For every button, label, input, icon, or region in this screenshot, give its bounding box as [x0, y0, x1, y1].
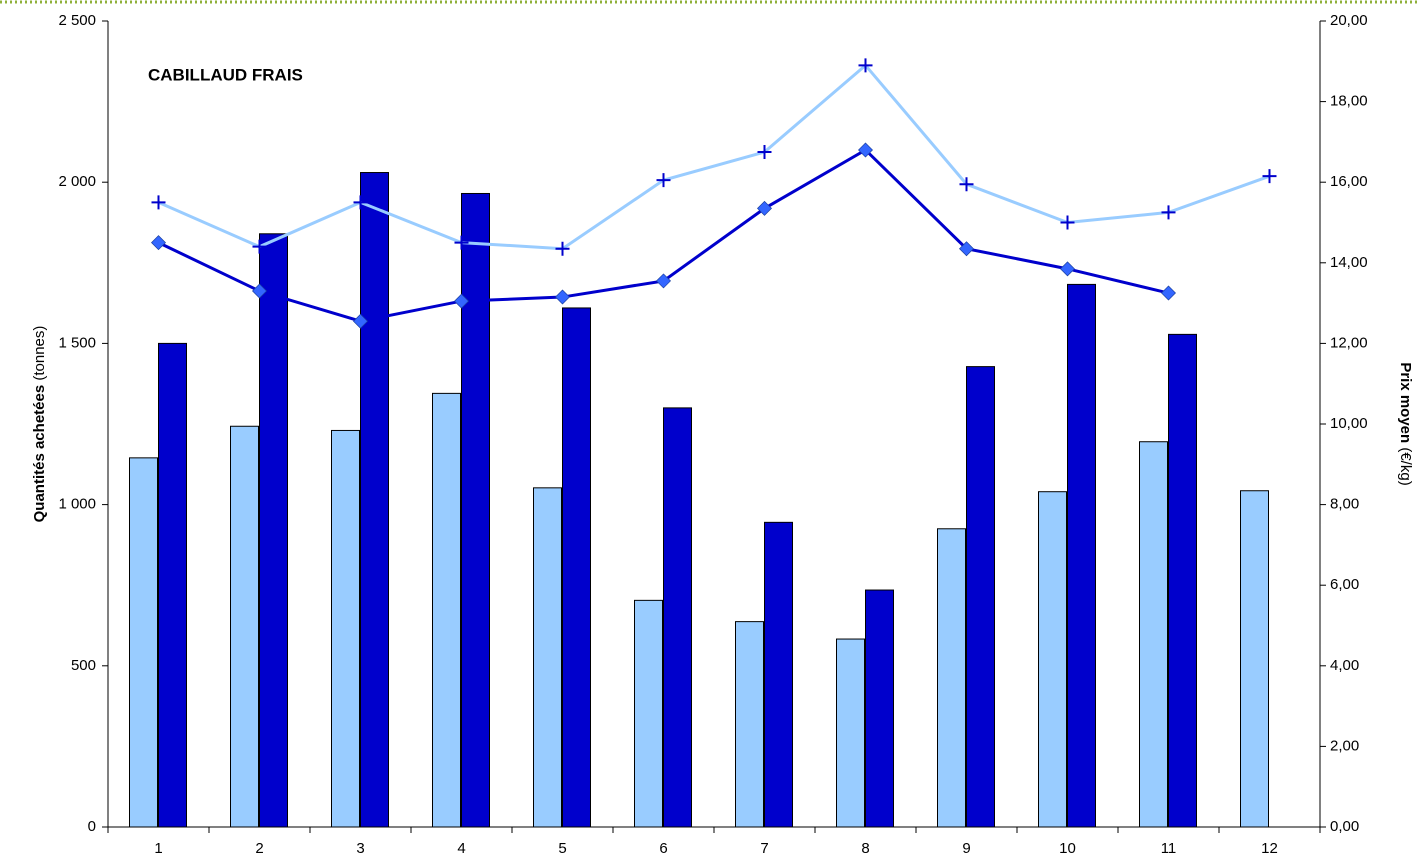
marker — [1161, 205, 1176, 220]
marker — [959, 241, 974, 257]
y2-axis-label-main: Prix moyen — [1397, 362, 1414, 443]
marker — [1262, 169, 1277, 184]
y-tick-label: 500 — [71, 657, 96, 674]
y-tick-label: 2 000 — [58, 173, 96, 190]
marker — [151, 195, 166, 210]
y2-tick-label: 0,00 — [1330, 818, 1359, 835]
marker — [1161, 285, 1176, 301]
y2-axis-label: Prix moyen (€/kg) — [1397, 362, 1414, 485]
bar — [432, 392, 461, 828]
marker — [858, 142, 873, 158]
x-tick-label: 10 — [1059, 840, 1076, 857]
x-tick-label: 5 — [558, 840, 566, 857]
bar — [461, 192, 490, 828]
y-axis-label: Quantités achetées (tonnes) — [31, 326, 48, 523]
bar — [865, 589, 894, 828]
y2-tick-label: 14,00 — [1330, 254, 1368, 271]
x-tick-label: 11 — [1161, 840, 1177, 857]
bar — [360, 172, 389, 828]
bar — [663, 407, 692, 828]
x-tick-label: 12 — [1261, 840, 1278, 857]
y-axis-label-unit: (tonnes) — [31, 326, 48, 381]
y2-tick-label: 16,00 — [1330, 173, 1368, 190]
marker — [151, 235, 166, 251]
marker — [252, 239, 267, 254]
x-tick-label: 3 — [356, 840, 364, 857]
y2-tick-label: 6,00 — [1330, 576, 1359, 593]
y-axis-label-main: Quantités achetées — [31, 385, 48, 523]
marker — [858, 58, 873, 73]
bar — [129, 457, 158, 828]
line — [157, 63, 1271, 251]
bar — [1240, 490, 1269, 828]
y-tick-label: 1 000 — [58, 496, 96, 513]
x-tick-label: 1 — [154, 840, 162, 857]
bar — [764, 521, 793, 828]
marker — [656, 173, 671, 188]
y2-tick-label: 12,00 — [1330, 334, 1368, 351]
y2-axis-label-unit: (€/kg) — [1397, 447, 1414, 485]
marker — [1060, 215, 1075, 230]
y-tick-label: 1 500 — [58, 334, 96, 351]
marker — [454, 235, 469, 250]
marker — [555, 289, 570, 305]
y2-tick-label: 4,00 — [1330, 657, 1359, 674]
bar — [735, 621, 764, 828]
y2-tick-label: 10,00 — [1330, 415, 1368, 432]
bar — [966, 366, 995, 828]
y2-tick-label: 2,00 — [1330, 737, 1359, 754]
bar — [1139, 441, 1168, 828]
bar — [1038, 491, 1067, 828]
y2-tick-label: 20,00 — [1330, 12, 1368, 29]
x-tick-label: 2 — [255, 840, 263, 857]
x-tick-label: 8 — [861, 840, 869, 857]
bar — [230, 425, 259, 828]
marker — [757, 144, 772, 159]
chart-title: CABILLAUD FRAIS — [148, 65, 303, 84]
bar — [158, 342, 187, 828]
marker — [353, 195, 368, 210]
bar — [1168, 333, 1197, 828]
marker — [656, 273, 671, 289]
y-tick-label: 0 — [88, 818, 96, 835]
marker — [252, 283, 267, 299]
y2-tick-label: 18,00 — [1330, 93, 1368, 110]
bar — [634, 599, 663, 828]
x-tick-label: 6 — [659, 840, 667, 857]
bar — [937, 528, 966, 828]
marker — [959, 177, 974, 192]
marker — [454, 293, 469, 309]
marker — [757, 200, 772, 216]
bar — [259, 233, 288, 828]
x-tick-label: 9 — [962, 840, 970, 857]
y-tick-label: 2 500 — [58, 12, 96, 29]
bar — [562, 307, 591, 828]
x-tick-label: 4 — [457, 840, 465, 857]
marker — [353, 313, 368, 329]
marker — [555, 241, 570, 256]
bar — [1067, 283, 1096, 828]
bar — [533, 487, 562, 828]
bar — [836, 638, 865, 828]
bar — [331, 429, 360, 828]
marker — [1060, 261, 1075, 277]
x-tick-label: 7 — [760, 840, 768, 857]
y2-tick-label: 8,00 — [1330, 496, 1359, 513]
